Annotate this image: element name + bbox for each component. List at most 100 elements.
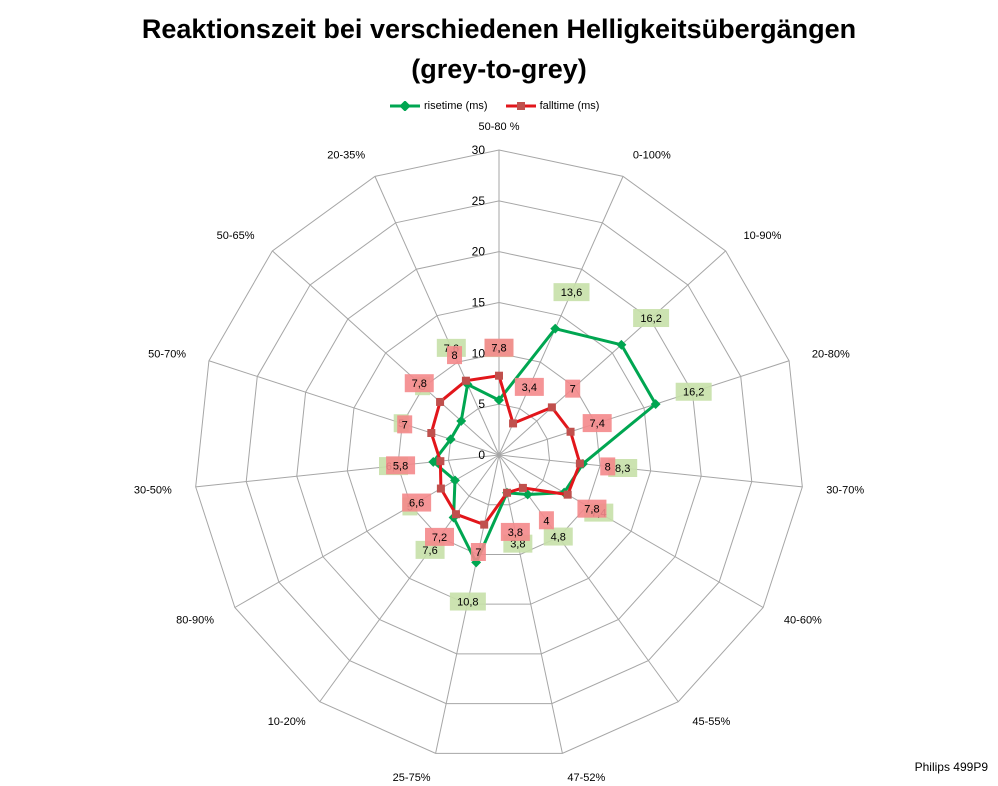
point-falltime [427, 429, 436, 438]
chart-title-line2: (grey-to-grey) [411, 54, 587, 84]
grid-ring [245, 200, 753, 705]
data-label-bg-falltime [386, 456, 416, 475]
point-falltime [509, 419, 518, 428]
point-risetime [550, 323, 561, 334]
category-label: 50-65% [217, 230, 255, 242]
data-label-falltime: 7,2 [432, 532, 447, 544]
radial-tick-label: 20 [472, 245, 486, 259]
point-risetime [445, 434, 456, 445]
category-label: 10-20% [268, 716, 306, 728]
radial-tick-label: 30 [472, 143, 486, 157]
data-label-risetime: 10,8 [457, 597, 478, 609]
grid-spoke [498, 360, 790, 456]
grid-spoke [208, 360, 500, 456]
data-label-risetime: 3,8 [510, 539, 525, 551]
data-label-falltime: 7,8 [584, 504, 599, 516]
data-label-bg-falltime [470, 542, 486, 561]
data-label-bg-falltime [397, 415, 413, 434]
point-risetime [450, 475, 460, 486]
data-label-bg-falltime [577, 499, 607, 518]
category-label: 30-70% [826, 484, 864, 496]
radial-tick-label: 10 [472, 346, 486, 360]
data-label-falltime: 7 [402, 419, 408, 431]
category-label: 50-80 % [479, 121, 520, 133]
category-label: 0-100% [633, 149, 671, 161]
data-label-bg-risetime [675, 382, 712, 401]
point-falltime [495, 371, 503, 380]
series-line-risetime [431, 327, 658, 564]
point-risetime [522, 489, 533, 500]
data-label-bg-falltime [447, 346, 463, 365]
data-label-bg-risetime [633, 309, 670, 328]
point-falltime [436, 397, 445, 406]
point-falltime [563, 490, 572, 499]
category-label: 50-70% [148, 348, 186, 360]
legend-item-falltime: falltime (ms) [505, 100, 600, 112]
category-label: 80-90% [176, 615, 214, 627]
legend: risetime (ms) falltime (ms) [390, 100, 599, 112]
data-label-bg-falltime [600, 457, 616, 476]
chart-title-line1: Reaktionszeit bei verschiedenen Helligke… [141, 14, 857, 44]
grid-ring [397, 352, 601, 555]
grid-spoke [195, 454, 500, 488]
data-label-bg-falltime [565, 379, 581, 398]
data-label-risetime: 7,6 [422, 545, 437, 557]
grid-ring [195, 149, 803, 754]
data-label-bg-falltime [404, 374, 434, 393]
data-label-falltime: 8 [451, 350, 457, 362]
category-label: 45-55% [692, 716, 730, 728]
legend-label-risetime: risetime (ms) [424, 100, 488, 112]
grid-spoke [498, 250, 726, 456]
data-label-bg-falltime [484, 338, 514, 357]
data-label-falltime: 3,8 [508, 527, 523, 539]
data-label-bg-falltime [538, 511, 554, 530]
data-label-risetime: 4,8 [551, 532, 566, 544]
data-label-risetime: 8,3 [615, 463, 630, 475]
data-label-bg-falltime [514, 377, 544, 396]
series-line-falltime [429, 374, 582, 527]
category-label: 47-52% [567, 772, 605, 784]
watermark: Philips 499P9 [914, 760, 988, 774]
data-label-bg-risetime [608, 459, 638, 478]
point-falltime [480, 520, 489, 529]
point-falltime [436, 457, 445, 466]
point-falltime [451, 510, 460, 519]
radial-tick-label: 15 [472, 296, 486, 310]
data-label-falltime: 7 [570, 384, 576, 396]
data-label-risetime: 16,2 [640, 313, 661, 325]
category-label: 30-50% [134, 484, 172, 496]
data-label-falltime: 7,4 [590, 418, 605, 430]
grid-ring [346, 301, 652, 605]
category-label: 20-80% [812, 348, 850, 360]
data-label-falltime: 4 [543, 515, 549, 527]
point-falltime [575, 459, 584, 468]
point-falltime [461, 376, 470, 385]
radial-tick-label: 25 [472, 194, 486, 208]
grid-spoke [498, 454, 563, 754]
data-label-risetime: 13,6 [561, 287, 582, 299]
data-label-falltime: 7 [475, 547, 481, 559]
category-label: 25-75% [393, 772, 431, 784]
grid-ring [296, 251, 702, 655]
legend-label-falltime: falltime (ms) [539, 100, 600, 112]
data-label-bg-risetime [543, 527, 573, 546]
grid-spoke [374, 176, 500, 456]
data-label-bg-risetime [449, 592, 486, 611]
grid-spoke [498, 454, 803, 488]
data-label-falltime: 3,4 [522, 382, 537, 394]
grid-spoke [319, 454, 500, 703]
data-label-falltime: 6,6 [409, 498, 424, 510]
data-label-bg-falltime [425, 527, 455, 546]
data-label-risetime: 16,2 [683, 387, 704, 399]
data-label-bg-falltime [582, 414, 612, 433]
legend-item-risetime: risetime (ms) [390, 100, 488, 112]
legend-marker-falltime [505, 102, 536, 110]
legend-marker-risetime [390, 101, 420, 111]
grid-spoke [498, 454, 764, 608]
data-label-falltime: 7,8 [491, 343, 506, 355]
point-falltime [503, 488, 512, 497]
category-label: 20-35% [327, 149, 365, 161]
category-label: 10-90% [743, 230, 781, 242]
radial-tick-label: 0 [478, 448, 485, 462]
